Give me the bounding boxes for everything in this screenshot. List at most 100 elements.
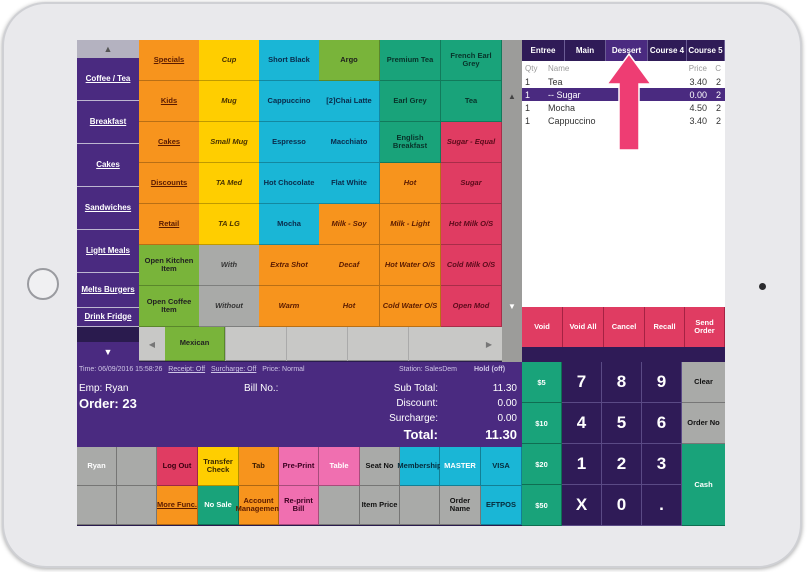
grid-scrollbar[interactable]: ▲ ▼ (502, 40, 522, 362)
nav-item-drink-fridge[interactable]: Drink Fridge (77, 308, 139, 327)
order-row[interactable]: 1 Cappuccino 3.40 2 (522, 114, 725, 127)
keypad-3-button[interactable]: 3 (642, 444, 682, 485)
item-open-kitchen-item-button[interactable]: Open Kitchen Item (139, 245, 200, 286)
item-cold-milk-o-s-button[interactable]: Cold Milk O/S (441, 245, 502, 286)
item-earl-grey-button[interactable]: Earl Grey (380, 81, 441, 122)
void-all-button[interactable]: Void All (563, 307, 604, 347)
quick-cash-0-button[interactable]: $5 (522, 362, 562, 403)
item-open-coffee-item-button[interactable]: Open Coffee Item (139, 286, 200, 327)
keypad-5-button[interactable]: 5 (602, 403, 642, 444)
grid-scroll-down-icon[interactable]: ▼ (508, 301, 516, 311)
item--2-chai-latte-button[interactable]: [2]Chai Latte (319, 81, 380, 122)
no-sale-button[interactable]: No Sale (198, 486, 239, 525)
item-hot-water-o-s-button[interactable]: Hot Water O/S (380, 245, 441, 286)
item-without-button[interactable]: Without (199, 286, 260, 327)
nav-item-light-meals[interactable]: Light Meals (77, 230, 139, 273)
tab-course-4[interactable]: Course 4 (648, 40, 687, 61)
keypad-0-button[interactable]: 0 (602, 485, 642, 526)
re-print-bill-button[interactable]: Re-print Bill (279, 486, 319, 525)
item-espresso-button[interactable]: Espresso (259, 122, 320, 163)
keypad-x-button[interactable]: X (562, 485, 602, 526)
keypad-1-button[interactable]: 1 (562, 444, 602, 485)
membership-button[interactable]: Membership (397, 447, 442, 486)
blank-bottom1-1-button[interactable] (117, 447, 157, 486)
quick-cash-2-button[interactable]: $20 (522, 444, 562, 485)
keypad-6-button[interactable]: 6 (642, 403, 682, 444)
tab-button[interactable]: Tab (239, 447, 279, 486)
item-open-mod-button[interactable]: Open Mod (441, 286, 502, 327)
item-mug-button[interactable]: Mug (199, 81, 260, 122)
item-flat-white-button[interactable]: Flat White (319, 163, 380, 204)
pre-print-button[interactable]: Pre-Print (279, 447, 319, 486)
item-hot-milk-o-s-button[interactable]: Hot Milk O/S (441, 204, 502, 245)
item-argo-button[interactable]: Argo (319, 40, 380, 81)
quick-cash-1-button[interactable]: $10 (522, 403, 562, 444)
nav-item-melts-burgers[interactable]: Melts Burgers (77, 273, 139, 308)
account-management-button[interactable]: Account Management (236, 486, 281, 525)
item-short-black-button[interactable]: Short Black (259, 40, 320, 81)
left-arrow-icon[interactable]: ◀ (148, 339, 156, 349)
nav-item-breakfast[interactable]: Breakfast (77, 101, 139, 144)
seat-no-button[interactable]: Seat No (360, 447, 400, 486)
item-milk-soy-button[interactable]: Milk - Soy (319, 204, 380, 245)
right-arrow-icon[interactable]: ▶ (485, 339, 493, 349)
item-discounts-button[interactable]: Discounts (139, 163, 200, 204)
home-button[interactable] (27, 268, 59, 300)
item-with-button[interactable]: With (199, 245, 260, 286)
recall-button[interactable]: Recall (645, 307, 685, 347)
item-french-earl-grey-button[interactable]: French Earl Grey (441, 40, 502, 81)
item-retail-button[interactable]: Retail (139, 204, 200, 245)
keypad-dot-button[interactable]: . (642, 485, 682, 526)
item-specials-button[interactable]: Specials (139, 40, 200, 81)
item-price-button[interactable]: Item Price (360, 486, 400, 525)
keypad-2-button[interactable]: 2 (602, 444, 642, 485)
item-sugar-button[interactable]: Sugar (441, 163, 502, 204)
keypad-7-button[interactable]: 7 (562, 362, 602, 403)
nav-item-cakes[interactable]: Cakes (77, 144, 139, 187)
order-row[interactable]: 1 Tea 3.40 2 (522, 75, 725, 88)
item-decaf-button[interactable]: Decaf (319, 245, 380, 286)
tab-course-5[interactable]: Course 5 (687, 40, 725, 61)
log-out-button[interactable]: Log Out (157, 447, 198, 486)
nav-item-sandwiches[interactable]: Sandwiches (77, 187, 139, 230)
eftpos-button[interactable]: EFTPOS (481, 486, 522, 525)
blank-bottom2-6-button[interactable] (319, 486, 360, 525)
cash-button[interactable]: Cash (682, 444, 725, 526)
tab-main[interactable]: Main (565, 40, 606, 61)
cancel-button[interactable]: Cancel (604, 307, 645, 347)
item-sugar-equal-button[interactable]: Sugar - Equal (441, 122, 502, 163)
order-row[interactable]: 1 Mocha 4.50 2 (522, 101, 725, 114)
more-func--button[interactable]: More Func. (157, 486, 198, 525)
ryan-button[interactable]: Ryan (77, 447, 117, 486)
surcharge-toggle[interactable]: Surcharge: Off (210, 366, 257, 373)
item-ta-med-button[interactable]: TA Med (199, 163, 260, 204)
tab-entree[interactable]: Entree (522, 40, 565, 61)
keypad-8-button[interactable]: 8 (602, 362, 642, 403)
item-ta-lg-button[interactable]: TA LG (199, 204, 260, 245)
blank-bottom2-8-button[interactable] (400, 486, 440, 525)
item-macchiato-button[interactable]: Macchiato (319, 122, 380, 163)
blank-bottom2-0-button[interactable] (77, 486, 117, 525)
master-button[interactable]: MASTER (440, 447, 481, 486)
item-cup-button[interactable]: Cup (199, 40, 260, 81)
item-small-mug-button[interactable]: Small Mug (199, 122, 260, 163)
mexican-button[interactable]: Mexican (165, 327, 225, 361)
item-milk-light-button[interactable]: Milk - Light (380, 204, 441, 245)
item-hot-button[interactable]: Hot (319, 286, 380, 327)
blank-bottom2-1-button[interactable] (117, 486, 157, 525)
tab-dessert[interactable]: Dessert (606, 40, 648, 61)
item-premium-tea-button[interactable]: Premium Tea (380, 40, 441, 81)
order-no-button[interactable]: Order No (682, 403, 725, 444)
item-extra-shot-button[interactable]: Extra Shot (259, 245, 320, 286)
item-cakes-button[interactable]: Cakes (139, 122, 200, 163)
quick-cash-3-button[interactable]: $50 (522, 485, 562, 526)
item-hot-chocolate-button[interactable]: Hot Chocolate (259, 163, 320, 204)
keypad-4-button[interactable]: 4 (562, 403, 602, 444)
nav-item-coffee-tea[interactable]: Coffee / Tea (77, 58, 139, 101)
receipt-toggle[interactable]: Receipt: Off (168, 366, 206, 373)
item-mocha-button[interactable]: Mocha (259, 204, 320, 245)
void-button[interactable]: Void (522, 307, 563, 347)
item-english-breakfast-button[interactable]: English Breakfast (380, 122, 441, 163)
transfer-check-button[interactable]: Transfer Check (198, 447, 239, 486)
visa-button[interactable]: VISA (481, 447, 522, 486)
